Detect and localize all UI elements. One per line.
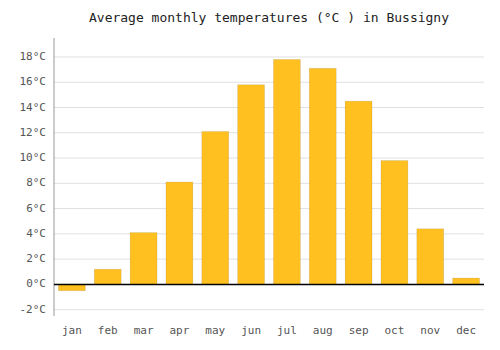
y-axis-line (54, 38, 55, 316)
chart-title: Average monthly temperatures (°C ) in Bu… (89, 10, 449, 25)
x-tick-label: dec (456, 324, 476, 337)
bar (453, 278, 480, 284)
grid-line (54, 56, 484, 57)
bar (58, 284, 85, 290)
y-tick-label: 8°C (26, 176, 46, 189)
x-tick-label: jan (62, 324, 82, 337)
grid-line (54, 158, 484, 159)
x-tick-label: apr (169, 324, 189, 337)
grid-line (54, 309, 484, 310)
y-tick-label: 18°C (20, 50, 47, 63)
y-tick-label: -2°C (20, 303, 47, 316)
grid-line (54, 82, 484, 83)
y-tick-label: 10°C (20, 151, 47, 164)
grid (54, 57, 484, 310)
x-tick-label: nov (420, 324, 440, 337)
y-tick-label: 14°C (20, 101, 47, 114)
bar (417, 229, 444, 285)
x-tick-label: aug (313, 324, 333, 337)
y-axis: -2°C 0°C 2°C 4°C 6°C 8°C 10°C 12°C 14°C 16°C 18°C (20, 38, 55, 316)
x-tick-label: may (205, 324, 225, 337)
x-tick-label: sep (349, 324, 369, 337)
y-tick-label: 4°C (26, 227, 46, 240)
bar (273, 59, 300, 284)
bar (130, 233, 157, 285)
bars (58, 59, 479, 290)
x-axis: jan feb mar apr may jun jul aug sep oct nov dec (62, 324, 476, 337)
grid-line (54, 132, 484, 133)
grid-line (54, 183, 484, 184)
grid-line (54, 208, 484, 209)
bar (309, 68, 336, 284)
y-tick-label: 2°C (26, 252, 46, 265)
bar (381, 161, 408, 285)
y-tick-label: 12°C (20, 126, 47, 139)
x-tick-label: mar (134, 324, 154, 337)
x-tick-label: feb (98, 324, 118, 337)
bar (94, 269, 121, 284)
bar (238, 85, 265, 285)
y-tick-label: 16°C (20, 75, 47, 88)
y-tick-label: 6°C (26, 202, 46, 215)
bar (202, 132, 229, 285)
chart-container: Average monthly temperatures (°C ) in Bu… (0, 0, 500, 350)
bar (166, 182, 193, 284)
grid-line (54, 107, 484, 108)
chart-svg: Average monthly temperatures (°C ) in Bu… (0, 0, 500, 350)
x-tick-label: oct (384, 324, 404, 337)
x-tick-label: jul (277, 324, 297, 337)
y-tick-label: 0°C (26, 277, 46, 290)
grid-line (54, 284, 484, 285)
bar (345, 101, 372, 284)
zero-line (54, 284, 484, 286)
x-tick-label: jun (241, 324, 261, 337)
